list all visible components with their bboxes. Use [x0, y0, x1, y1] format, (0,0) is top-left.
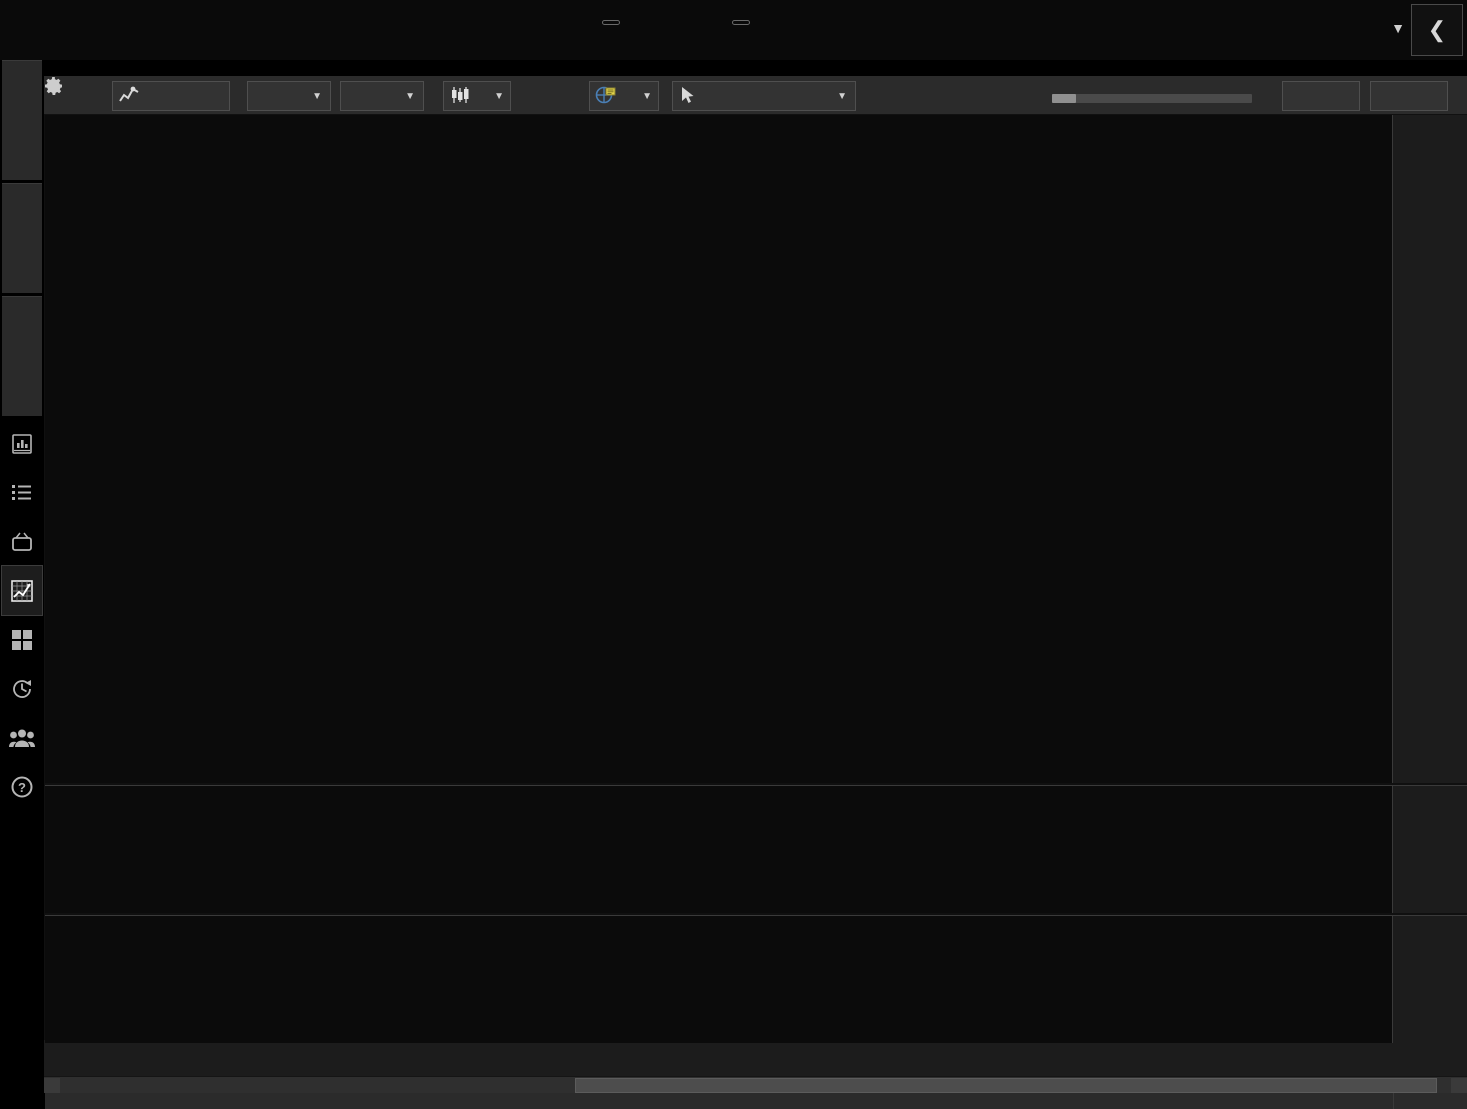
- chart-toolbar: ▼ ▼ ▼ ▼ ▼: [44, 76, 1467, 115]
- zoom-control[interactable]: [989, 81, 1319, 111]
- bid-value[interactable]: [602, 20, 620, 25]
- chart-plot-area[interactable]: [44, 115, 1467, 1109]
- chevron-down-icon: ▼: [494, 90, 504, 102]
- indicators-icon: [119, 86, 139, 107]
- chart-icon[interactable]: [1, 565, 43, 616]
- drawing-tools-select[interactable]: ▼: [589, 81, 659, 111]
- left-sidebar: ?: [0, 60, 44, 1093]
- stochastic-chart-svg: [45, 916, 1393, 1044]
- range-select[interactable]: ▼: [340, 81, 424, 111]
- scrollbar-thumb[interactable]: [574, 1077, 1438, 1093]
- ask-value[interactable]: [732, 20, 750, 25]
- quote-bar: ▼ ❮: [0, 0, 1467, 60]
- candlestick-icon: [450, 86, 474, 107]
- chevron-down-icon: ▼: [405, 90, 415, 102]
- stochastic-pane[interactable]: [45, 915, 1393, 1043]
- macd-legend[interactable]: [57, 792, 105, 807]
- people-icon[interactable]: [2, 713, 42, 762]
- help-icon[interactable]: ?: [2, 762, 42, 811]
- report-icon[interactable]: [2, 419, 42, 468]
- price-axis[interactable]: [1393, 115, 1467, 783]
- svg-text:?: ?: [18, 780, 26, 795]
- grid-icon[interactable]: [2, 615, 42, 664]
- chevron-down-icon: ▼: [312, 90, 322, 102]
- price-chart-svg: [45, 115, 1393, 783]
- stochastic-axis[interactable]: [1393, 915, 1467, 1043]
- drawing-tools-icon: [595, 85, 617, 108]
- save-button[interactable]: [1282, 81, 1360, 111]
- zoom-slider-thumb[interactable]: [1052, 94, 1076, 103]
- macd-axis[interactable]: [1393, 785, 1467, 913]
- monitor-icon[interactable]: [2, 517, 42, 566]
- sidebar-item-positions[interactable]: [2, 60, 42, 180]
- collapse-panel-button[interactable]: ❮: [1411, 4, 1463, 56]
- horizontal-scrollbar[interactable]: [44, 1076, 1467, 1093]
- zoom-slider-track[interactable]: [1052, 94, 1252, 103]
- accounts-menu[interactable]: ▼: [1384, 18, 1405, 38]
- active-tool-select[interactable]: ▼: [672, 81, 856, 111]
- price-pane[interactable]: [45, 115, 1393, 783]
- chart-panel: ▼ ▼ ▼ ▼ ▼: [44, 76, 1467, 1109]
- stochastic-legend[interactable]: [57, 921, 117, 936]
- chevron-left-icon: ❮: [1427, 17, 1447, 42]
- scroll-left-button[interactable]: [44, 1077, 60, 1093]
- scroll-right-button[interactable]: [1451, 1077, 1467, 1093]
- cursor-icon: [681, 86, 695, 107]
- macd-chart-svg: [45, 786, 1393, 914]
- gear-icon: [44, 77, 64, 100]
- macd-pane[interactable]: [45, 785, 1393, 913]
- timeframe-select[interactable]: ▼: [247, 81, 331, 111]
- sidebar-item-trade[interactable]: [2, 183, 42, 293]
- load-button[interactable]: [1370, 81, 1448, 111]
- chevron-down-icon: ▼: [642, 90, 652, 102]
- chart-style-select[interactable]: ▼: [443, 81, 511, 111]
- quote-field-bid[interactable]: [490, 6, 620, 32]
- indicators-button[interactable]: [112, 81, 230, 111]
- scrollbar-track[interactable]: [60, 1077, 1451, 1093]
- watchlist-icon[interactable]: [2, 468, 42, 517]
- chevron-down-icon: ▼: [837, 90, 847, 102]
- sidebar-item-activity[interactable]: [2, 296, 42, 416]
- history-icon[interactable]: [2, 664, 42, 713]
- chevron-down-icon: ▼: [1391, 20, 1405, 36]
- quote-field-ask[interactable]: [620, 6, 750, 32]
